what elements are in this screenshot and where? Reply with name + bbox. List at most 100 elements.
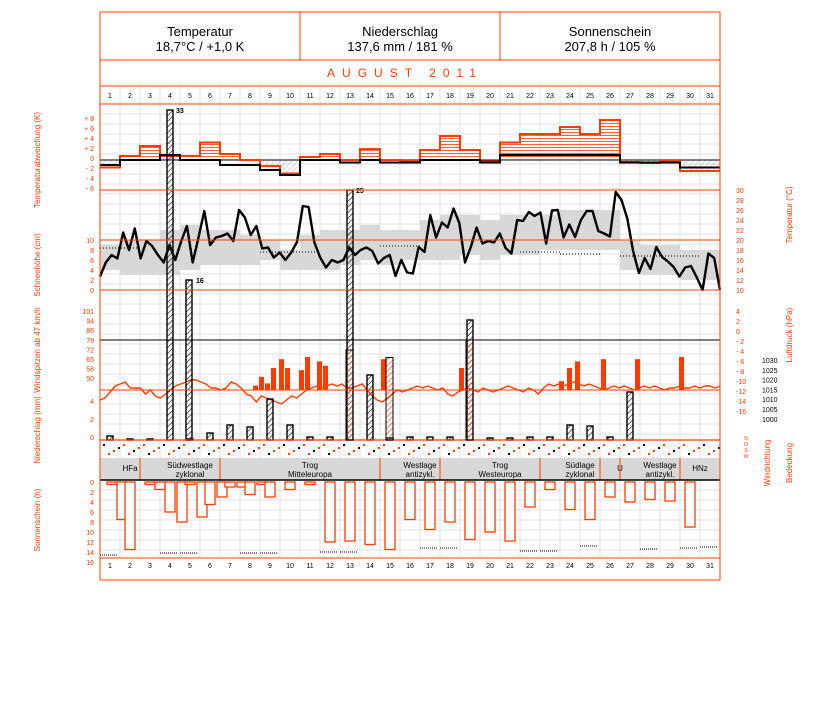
day-label-bottom: 29 bbox=[666, 563, 674, 570]
wind-direction-dot bbox=[653, 450, 655, 452]
anomaly-tick: + 8 bbox=[84, 116, 94, 123]
wind-direction-dot bbox=[388, 453, 390, 455]
wind-tick: 72 bbox=[86, 347, 94, 354]
wind-direction-dot bbox=[333, 450, 335, 452]
wind-direction-dot bbox=[163, 444, 165, 446]
panel-label-left: Temperaturabweichung (K) bbox=[33, 112, 42, 208]
sunshine-bar bbox=[216, 481, 228, 498]
regime-label-line2: antizykl. bbox=[646, 470, 675, 479]
temperature-tick: 30 bbox=[736, 188, 744, 195]
wind-direction-dot bbox=[363, 444, 365, 446]
anomaly-negative-fill bbox=[260, 160, 280, 166]
wind-direction-dot bbox=[518, 447, 520, 449]
wind-direction-dot bbox=[613, 450, 615, 452]
anomaly-positive-fill bbox=[560, 127, 580, 160]
temperature-tick: 26 bbox=[736, 208, 744, 215]
panel-label-left: Schneehöhe (cm) bbox=[33, 233, 42, 296]
wind-direction-dot bbox=[433, 450, 435, 452]
regime-label-line1: Südlage bbox=[565, 461, 595, 470]
snow-tick: 4 bbox=[90, 268, 94, 275]
sunshine-bar bbox=[644, 481, 656, 501]
sunshine-bar bbox=[624, 481, 636, 503]
wind-direction-dot bbox=[418, 447, 420, 449]
sunshine-bar bbox=[184, 481, 196, 486]
anomaly-positive-fill bbox=[580, 134, 600, 160]
wind-direction-dot bbox=[598, 447, 600, 449]
day-label-bottom: 31 bbox=[706, 563, 714, 570]
day-label-top: 16 bbox=[406, 93, 414, 100]
day-label-bottom: 4 bbox=[168, 563, 172, 570]
anomaly-tick: - 6 bbox=[86, 186, 94, 193]
wind-direction-dot bbox=[638, 447, 640, 449]
pressure-tick: 1005 bbox=[762, 407, 778, 414]
panel-label-right: Temperatur (°C) bbox=[785, 186, 794, 243]
pressure-change-bar bbox=[559, 381, 564, 390]
sunshine-bar bbox=[544, 481, 556, 491]
wind-direction-dot bbox=[413, 450, 415, 452]
wind-direction-dot bbox=[203, 444, 205, 446]
outer-frame bbox=[99, 11, 721, 581]
wind-direction-dot bbox=[538, 447, 540, 449]
wind-direction-dot bbox=[238, 447, 240, 449]
pressure-change-bar bbox=[601, 359, 606, 390]
wind-direction-dot bbox=[323, 444, 325, 446]
wind-direction-dot bbox=[148, 453, 150, 455]
panel-label-left: Windspitzen ab 47 km/h bbox=[33, 307, 42, 392]
frame-layer bbox=[99, 11, 721, 581]
wind-direction-dot bbox=[523, 444, 525, 446]
regime-label-line1: Südwestlage bbox=[167, 461, 213, 470]
wind-direction-dot bbox=[438, 447, 440, 449]
regime-label-line1: Trog bbox=[302, 461, 318, 470]
pressure-anomaly-tick: - 4 bbox=[736, 349, 744, 356]
day-label-bottom: 5 bbox=[188, 563, 192, 570]
day-label-bottom: 7 bbox=[228, 563, 232, 570]
day-label-bottom: 25 bbox=[586, 563, 594, 570]
pressure-tick: 1015 bbox=[762, 387, 778, 394]
wind-direction-dot bbox=[183, 444, 185, 446]
wind-direction-dot bbox=[663, 444, 665, 446]
wind-direction-dot bbox=[243, 444, 245, 446]
temperature-tick: 16 bbox=[736, 258, 744, 265]
sunshine-bar bbox=[204, 481, 216, 506]
wind-direction-dot bbox=[113, 450, 115, 452]
wind-direction-dot bbox=[408, 453, 410, 455]
wind-direction-dot bbox=[398, 447, 400, 449]
day-label-top: 5 bbox=[188, 93, 192, 100]
day-label-top: 20 bbox=[486, 93, 494, 100]
anomaly-tick: 0 bbox=[90, 156, 94, 163]
day-label-top: 3 bbox=[148, 93, 152, 100]
wind-direction-dot bbox=[703, 444, 705, 446]
temperature-tick: 22 bbox=[736, 228, 744, 235]
day-label-bottom: 26 bbox=[606, 563, 614, 570]
sunshine-tick: 10 bbox=[86, 530, 94, 537]
pressure-change-bar bbox=[679, 357, 684, 390]
anomaly-positive-fill bbox=[360, 149, 380, 160]
sunshine-bar bbox=[154, 481, 166, 491]
day-label-top: 9 bbox=[268, 93, 272, 100]
pressure-tick: 1000 bbox=[762, 417, 778, 424]
wind-direction-dot bbox=[378, 447, 380, 449]
wind-direction-dot bbox=[178, 447, 180, 449]
wind-direction-dot bbox=[668, 453, 670, 455]
day-label-bottom: 12 bbox=[326, 563, 334, 570]
day-label-top: 25 bbox=[586, 93, 594, 100]
wind-direction-dot bbox=[403, 444, 405, 446]
wind-direction-dot bbox=[268, 453, 270, 455]
pressure-change-bar bbox=[567, 368, 572, 390]
sunshine-tick: 0 bbox=[90, 480, 94, 487]
sunshine-tick: 16 bbox=[86, 560, 94, 567]
precipitation-bar bbox=[206, 432, 214, 441]
pressure-change-bar bbox=[305, 357, 310, 390]
wind-direction-dot bbox=[168, 453, 170, 455]
wind-direction-dot bbox=[553, 450, 555, 452]
sunshine-tick: 14 bbox=[86, 550, 94, 557]
pressure-change-bar bbox=[575, 361, 580, 390]
pressure-change-bar bbox=[635, 359, 640, 390]
sunshine-bar bbox=[384, 481, 396, 551]
anomaly-positive-fill bbox=[500, 142, 520, 160]
anomaly-positive-fill bbox=[520, 134, 540, 160]
day-label-bottom: 14 bbox=[366, 563, 374, 570]
wind-direction-dot bbox=[478, 447, 480, 449]
month-title: AUGUST 2011 bbox=[327, 66, 483, 80]
pressure-change-bar bbox=[285, 368, 290, 390]
